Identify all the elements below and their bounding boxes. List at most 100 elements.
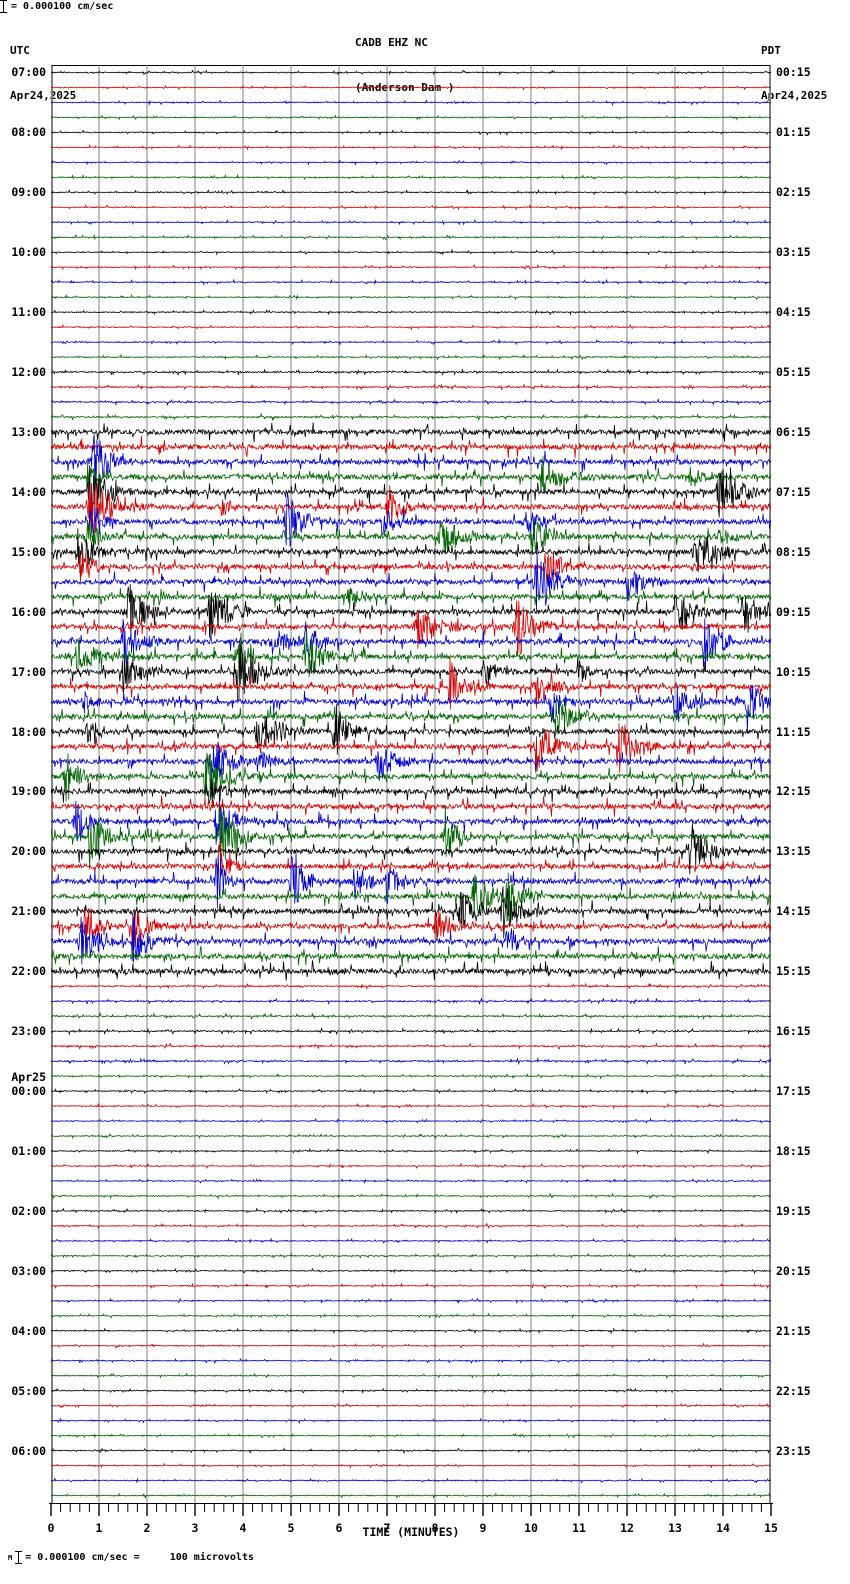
trace-row-6 bbox=[51, 161, 771, 165]
pdt-hour-label-12: 12:15 bbox=[776, 784, 811, 798]
x-axis-title: TIME (MINUTES) bbox=[51, 1525, 771, 1539]
utc-hour-label-14: 21:00 bbox=[2, 904, 46, 918]
trace-row-22 bbox=[51, 399, 771, 405]
utc-hour-label-17: 00:00 bbox=[2, 1084, 46, 1098]
pdt-hour-label-3: 03:15 bbox=[776, 245, 811, 259]
trace-row-72 bbox=[51, 1149, 771, 1153]
trace-row-90 bbox=[51, 1419, 771, 1423]
trace-row-91 bbox=[51, 1434, 771, 1438]
utc-hour-label-6: 13:00 bbox=[2, 425, 46, 439]
seismic-traces bbox=[51, 65, 771, 1503]
trace-row-59 bbox=[51, 946, 771, 967]
trace-row-11 bbox=[51, 235, 771, 239]
trace-row-9 bbox=[51, 205, 771, 209]
trace-row-86 bbox=[51, 1359, 771, 1363]
utc-hour-label-11: 18:00 bbox=[2, 725, 46, 739]
utc-hour-label-23: 06:00 bbox=[2, 1444, 46, 1458]
trace-row-73 bbox=[51, 1164, 771, 1168]
trace-row-70 bbox=[51, 1119, 771, 1123]
pdt-hour-label-6: 06:15 bbox=[776, 425, 811, 439]
footer-scale-legend: M = 0.000100 cm/sec = 100 microvolts bbox=[8, 1551, 254, 1564]
x-axis-ticks bbox=[49, 1503, 773, 1519]
pdt-hour-label-0: 00:15 bbox=[776, 65, 811, 79]
trace-row-87 bbox=[51, 1374, 771, 1378]
trace-row-60 bbox=[51, 960, 771, 980]
trace-row-79 bbox=[51, 1254, 771, 1258]
trace-row-23 bbox=[51, 414, 771, 420]
pdt-hour-label-8: 08:15 bbox=[776, 545, 811, 559]
trace-row-0 bbox=[51, 71, 771, 75]
pdt-hour-label-21: 21:15 bbox=[776, 1324, 811, 1338]
utc-hour-label-18: 01:00 bbox=[2, 1144, 46, 1158]
helicorder-plot bbox=[51, 65, 771, 1503]
trace-row-42 bbox=[51, 685, 771, 734]
utc-hour-label-16: 23:00 bbox=[2, 1024, 46, 1038]
pdt-hour-label-14: 14:15 bbox=[776, 904, 811, 918]
pdt-hour-label-20: 20:15 bbox=[776, 1264, 811, 1278]
trace-row-4 bbox=[51, 130, 771, 134]
trace-row-83 bbox=[51, 1314, 771, 1318]
pdt-hour-label-9: 09:15 bbox=[776, 605, 811, 619]
trace-row-17 bbox=[51, 325, 771, 329]
trace-row-40 bbox=[51, 640, 771, 700]
utc-hour-label-4: 11:00 bbox=[2, 305, 46, 319]
trace-row-85 bbox=[51, 1344, 771, 1348]
footer-amplitude-scale-icon bbox=[15, 1551, 22, 1564]
trace-row-20 bbox=[51, 369, 771, 375]
trace-row-27 bbox=[51, 456, 771, 495]
station-code-label: CADB EHZ NC bbox=[355, 35, 454, 50]
pdt-hour-label-15: 15:15 bbox=[776, 964, 811, 978]
trace-row-2 bbox=[51, 100, 771, 104]
pdt-hour-label-16: 16:15 bbox=[776, 1024, 811, 1038]
trace-row-49 bbox=[51, 795, 771, 817]
trace-row-54 bbox=[51, 853, 771, 909]
trace-row-76 bbox=[51, 1209, 771, 1213]
trace-row-18 bbox=[51, 340, 771, 344]
trace-row-16 bbox=[51, 310, 771, 314]
utc-hour-label-20: 03:00 bbox=[2, 1264, 46, 1278]
pdt-hour-label-19: 19:15 bbox=[776, 1204, 811, 1218]
trace-row-84 bbox=[51, 1329, 771, 1333]
utc-hour-label-9: 16:00 bbox=[2, 605, 46, 619]
trace-row-80 bbox=[51, 1269, 771, 1273]
trace-row-63 bbox=[51, 1013, 771, 1019]
trace-row-51 bbox=[51, 803, 771, 870]
trace-row-74 bbox=[51, 1179, 771, 1183]
trace-row-47 bbox=[51, 753, 771, 802]
utc-hour-label-8: 15:00 bbox=[2, 545, 46, 559]
pdt-hour-label-1: 01:15 bbox=[776, 125, 811, 139]
trace-row-92 bbox=[51, 1449, 771, 1453]
trace-row-26 bbox=[51, 435, 771, 493]
trace-row-71 bbox=[51, 1134, 771, 1138]
trace-row-29 bbox=[51, 483, 771, 533]
trace-row-89 bbox=[51, 1404, 771, 1408]
trace-row-53 bbox=[51, 840, 771, 878]
trace-row-48 bbox=[51, 779, 771, 806]
trace-row-95 bbox=[51, 1494, 771, 1498]
pdt-hour-label-13: 13:15 bbox=[776, 844, 811, 858]
trace-row-3 bbox=[51, 116, 771, 120]
pdt-hour-label-7: 07:15 bbox=[776, 485, 811, 499]
trace-row-66 bbox=[51, 1058, 771, 1064]
pdt-hour-label-18: 18:15 bbox=[776, 1144, 811, 1158]
trace-row-35 bbox=[51, 586, 771, 609]
trace-row-88 bbox=[51, 1389, 771, 1393]
pdt-hour-label-17: 17:15 bbox=[776, 1084, 811, 1098]
footer-prefix: M bbox=[8, 1554, 12, 1562]
utc-hour-label-2: 09:00 bbox=[2, 185, 46, 199]
scale-bar-text: = 0.000100 cm/sec bbox=[11, 1, 113, 12]
trace-row-24 bbox=[51, 422, 771, 442]
utc-hour-label-21: 04:00 bbox=[2, 1324, 46, 1338]
trace-row-68 bbox=[51, 1089, 771, 1093]
pdt-hour-label-22: 22:15 bbox=[776, 1384, 811, 1398]
trace-row-65 bbox=[51, 1043, 771, 1049]
trace-row-13 bbox=[51, 265, 771, 269]
trace-row-15 bbox=[51, 295, 771, 299]
trace-row-81 bbox=[51, 1284, 771, 1288]
pdt-hour-label-23: 23:15 bbox=[776, 1444, 811, 1458]
trace-row-19 bbox=[51, 355, 771, 360]
trace-row-93 bbox=[51, 1464, 771, 1468]
trace-row-1 bbox=[51, 86, 771, 89]
trace-row-36 bbox=[51, 584, 771, 640]
trace-row-94 bbox=[51, 1479, 771, 1483]
